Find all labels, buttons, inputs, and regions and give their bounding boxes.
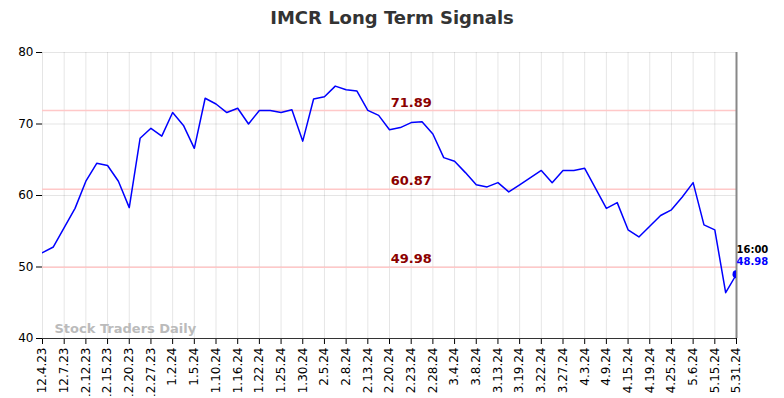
svg-text:2.23.24: 2.23.24: [404, 348, 418, 394]
svg-text:2.28.24: 2.28.24: [426, 348, 440, 394]
svg-text:2.8.24: 2.8.24: [339, 348, 353, 386]
svg-text:80: 80: [18, 45, 33, 59]
svg-text:60.87: 60.87: [391, 173, 432, 188]
svg-text:4.15.24: 4.15.24: [621, 348, 635, 394]
svg-text:12.12.23: 12.12.23: [79, 348, 93, 397]
svg-text:3.22.24: 3.22.24: [534, 348, 548, 394]
svg-text:2.20.24: 2.20.24: [382, 348, 396, 394]
svg-text:2.5.24: 2.5.24: [317, 348, 331, 386]
html-text:IMCR Long Term Signals: IMCR Long Term Signals: [270, 7, 514, 28]
svg-text:71.89: 71.89: [391, 95, 432, 110]
svg-text:1.2.24: 1.2.24: [165, 348, 179, 386]
svg-text:12.27.23: 12.27.23: [144, 348, 158, 397]
svg-text:4.19.24: 4.19.24: [643, 348, 657, 394]
svg-text:1.25.24: 1.25.24: [274, 348, 288, 394]
svg-text:5.15.24: 5.15.24: [708, 348, 722, 394]
svg-text:4.25.24: 4.25.24: [664, 348, 678, 394]
svg-text:49.98: 49.98: [391, 251, 432, 266]
svg-text:12.4.23: 12.4.23: [35, 348, 49, 394]
svg-text:3.19.24: 3.19.24: [512, 348, 526, 394]
svg-text:3.13.24: 3.13.24: [491, 348, 505, 394]
svg-text:50: 50: [18, 260, 33, 274]
svg-text:70: 70: [18, 117, 33, 131]
svg-text:1.5.24: 1.5.24: [187, 348, 201, 386]
svg-text:3.4.24: 3.4.24: [447, 348, 461, 386]
svg-text:3.27.24: 3.27.24: [556, 348, 570, 394]
svg-text:5.31.24: 5.31.24: [729, 348, 743, 394]
svg-text:1.10.24: 1.10.24: [209, 348, 223, 394]
svg-text:40: 40: [18, 331, 33, 345]
svg-text:12.20.23: 12.20.23: [122, 348, 136, 397]
svg-text:4.9.24: 4.9.24: [599, 348, 613, 386]
svg-text:60: 60: [18, 188, 33, 202]
svg-text:12.15.23: 12.15.23: [100, 348, 114, 397]
svg-text:16:00: 16:00: [737, 244, 769, 255]
svg-text:1.22.24: 1.22.24: [252, 348, 266, 394]
svg-text:12.7.23: 12.7.23: [57, 348, 71, 394]
svg-text:2.13.24: 2.13.24: [361, 348, 375, 394]
svg-text:1.16.24: 1.16.24: [231, 348, 245, 394]
svg-text:1.30.24: 1.30.24: [296, 348, 310, 394]
svg-text:3.8.24: 3.8.24: [469, 348, 483, 386]
svg-text:4.3.24: 4.3.24: [578, 348, 592, 386]
svg-text:5.6.24: 5.6.24: [686, 348, 700, 386]
svg-text:48.98: 48.98: [737, 256, 769, 267]
svg-text:Stock Traders Daily: Stock Traders Daily: [55, 321, 197, 336]
